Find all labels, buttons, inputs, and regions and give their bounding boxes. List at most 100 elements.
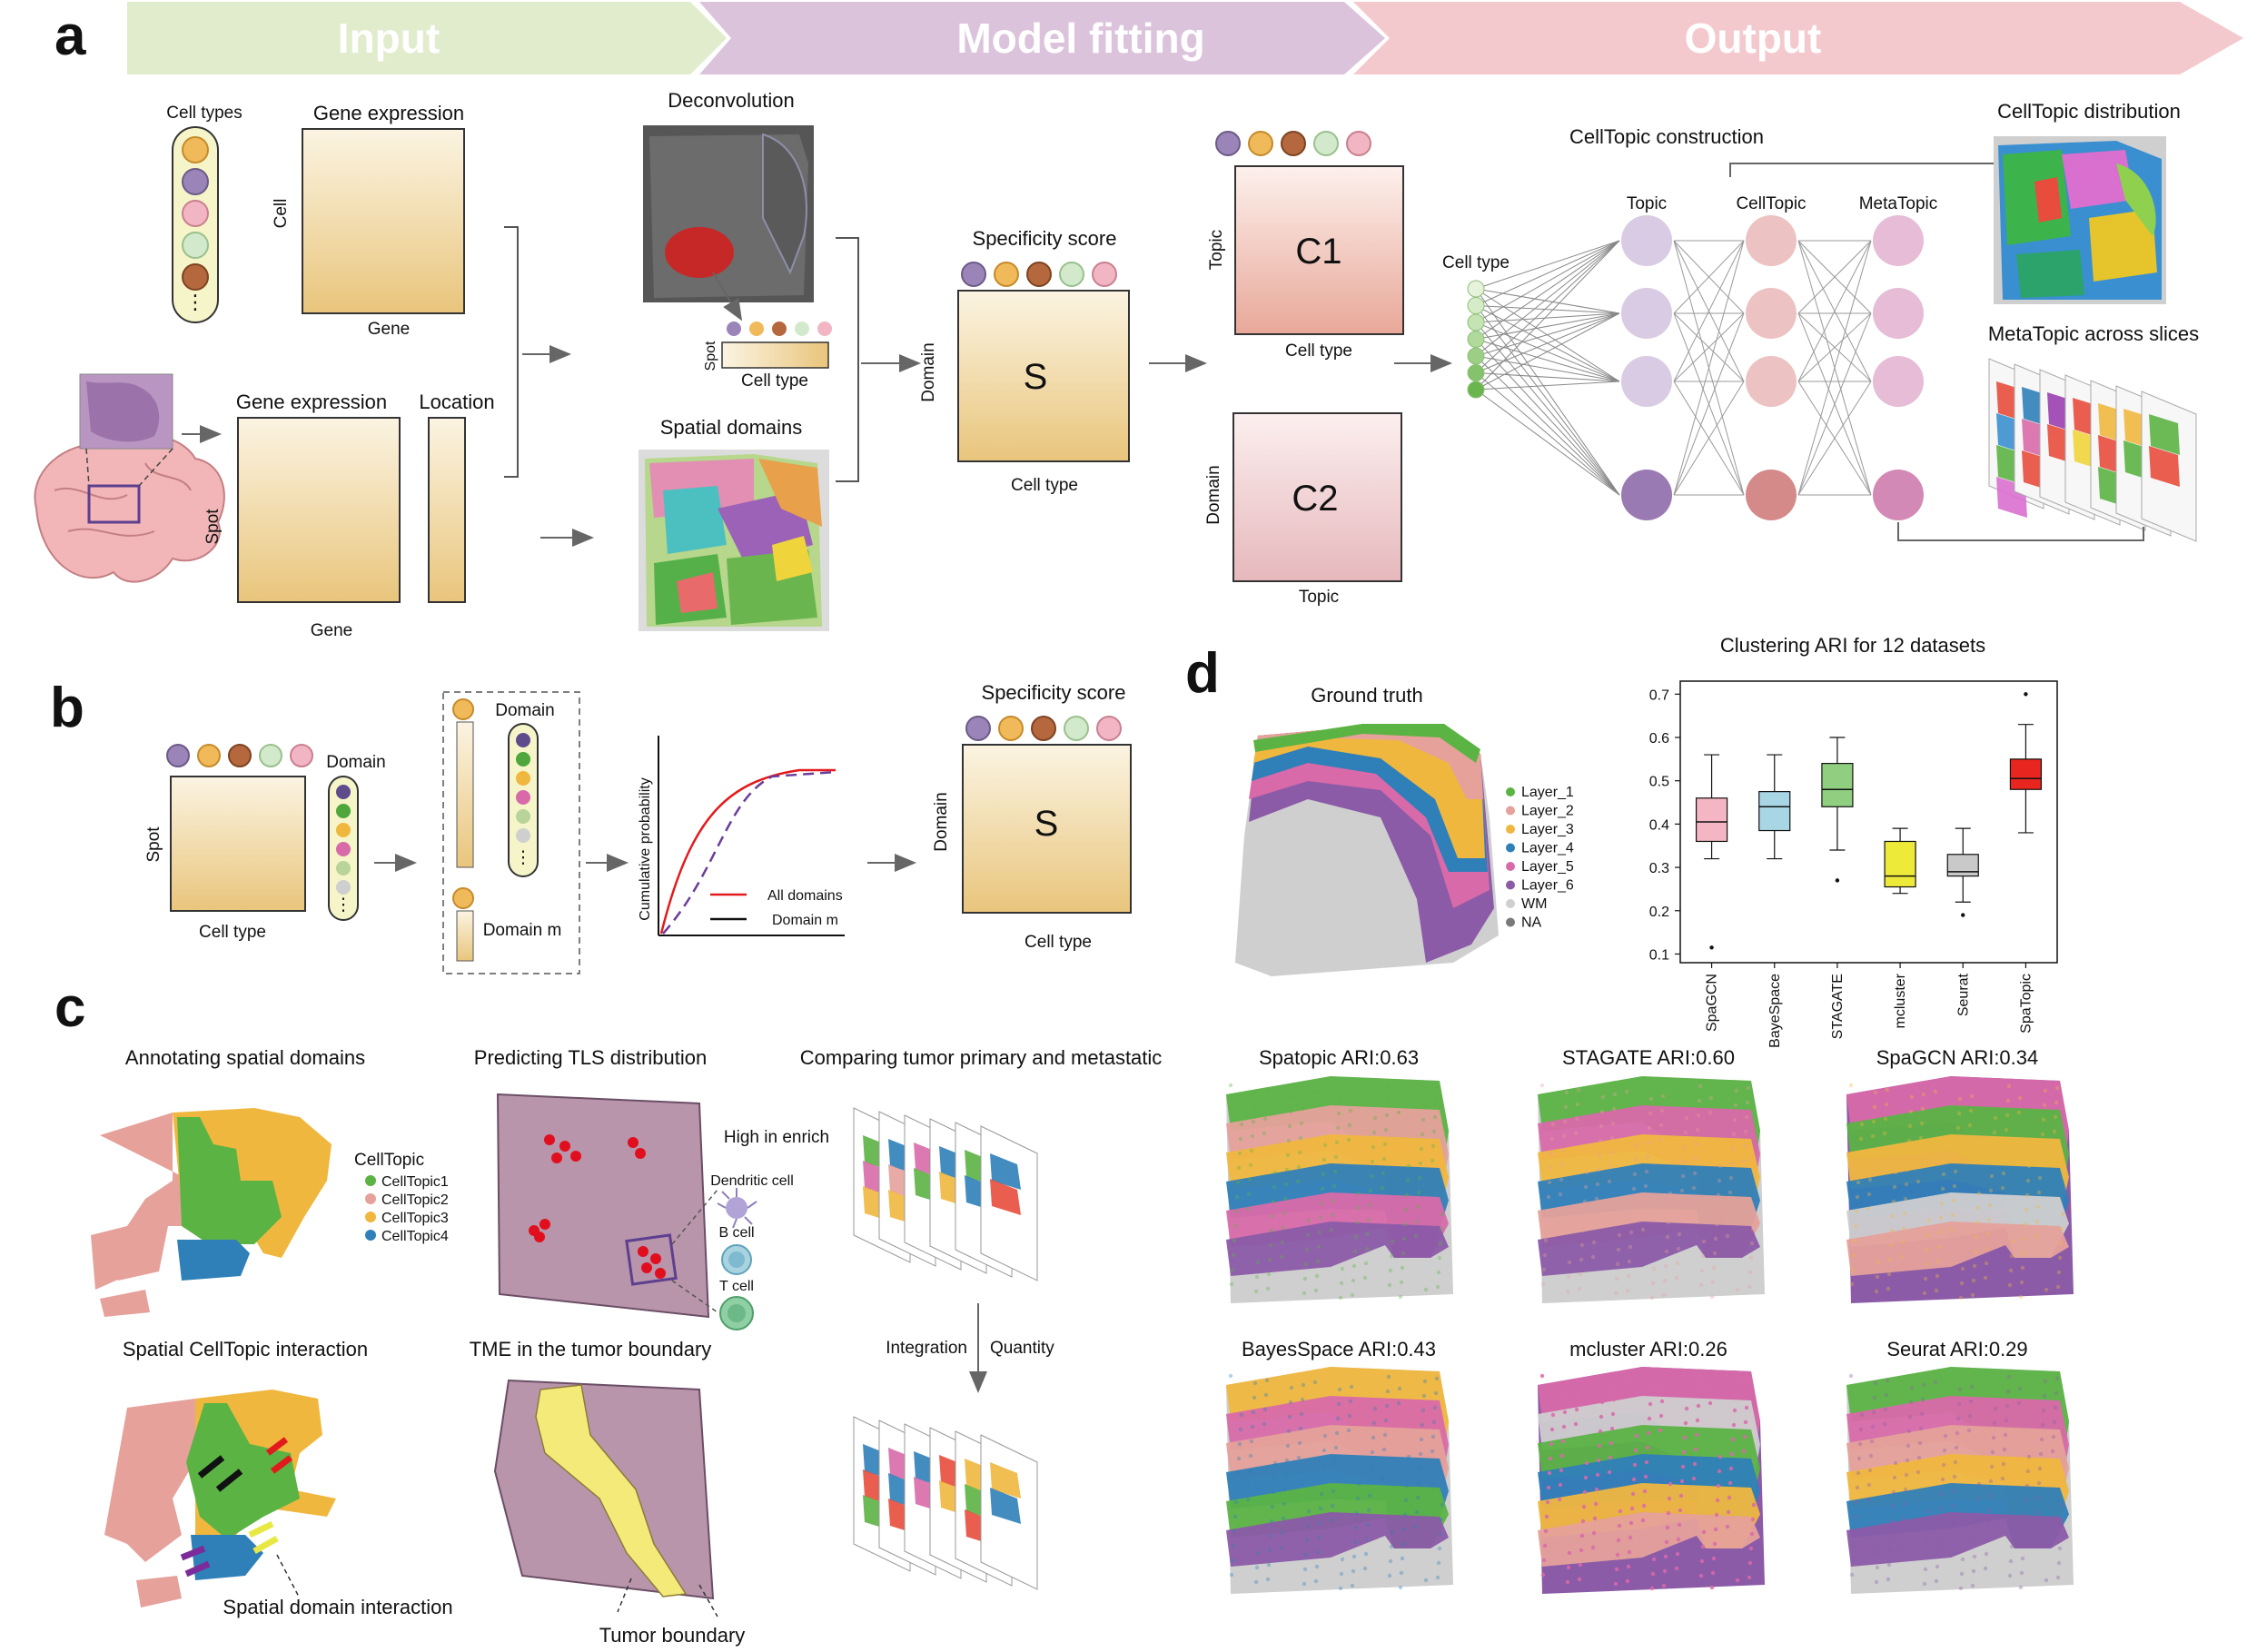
- dendritic-cell-icon: [717, 1188, 757, 1229]
- input-band: [127, 2, 727, 74]
- box-SpaTopic: [2009, 758, 2043, 790]
- spatial-domains-title: Spatial domains: [660, 416, 803, 439]
- cell-icons-row-b: [166, 744, 313, 767]
- method-title-2: STAGATE ARI:0.60: [1562, 1046, 1735, 1069]
- cell-icon: [182, 232, 209, 259]
- c2-topic-label: Topic: [1299, 588, 1339, 607]
- interaction-title: Spatial CellTopic interaction: [123, 1338, 368, 1360]
- box-STAGATE: [1821, 763, 1854, 807]
- deconvolution-vector: [721, 341, 829, 369]
- y-tick-label: 0.6: [1649, 731, 1669, 747]
- primary-slice-stack: [853, 1107, 1038, 1281]
- y-tick-label: 0.3: [1649, 861, 1669, 876]
- cell-type-node: [1467, 280, 1485, 298]
- s-label: S: [1024, 357, 1048, 397]
- legend-swatch: [1506, 806, 1515, 816]
- tumor-boundary-region: [535, 1384, 688, 1598]
- y-tick-label: 0.7: [1649, 688, 1669, 703]
- location-title: Location: [419, 391, 494, 413]
- flier: [2024, 692, 2028, 697]
- gene-axis-label: Gene: [368, 320, 410, 339]
- band-input-label: Input: [338, 15, 440, 62]
- legend-entry: NA: [1521, 915, 1542, 931]
- celltopic-network: [1467, 215, 1924, 520]
- x-tick-label: SpaTopic: [2018, 974, 2034, 1034]
- b-cell-label: B cell: [718, 1225, 754, 1241]
- cell-type-node: [1467, 347, 1485, 365]
- method-title-5: mcluster ARI:0.26: [1569, 1338, 1727, 1360]
- celltopic-legend-title: CellTopic: [354, 1151, 424, 1170]
- legend-swatch: [1506, 825, 1515, 834]
- x-tick-label: mcluster: [1893, 973, 1908, 1028]
- celltopic-node: [1746, 215, 1797, 266]
- svg-text:⋮: ⋮: [515, 848, 532, 867]
- cell-icon: [182, 200, 209, 227]
- legend-entry: Layer_4: [1521, 841, 1574, 856]
- box-mcluster: [1884, 840, 1916, 888]
- celltopic-distribution-map: [1994, 136, 2166, 304]
- tme-title: TME in the tumor boundary: [470, 1338, 712, 1360]
- legend-swatch: [1506, 787, 1515, 796]
- box-Seurat: [1946, 854, 1979, 877]
- metatopic-node: [1873, 356, 1924, 407]
- metatopic-across-title: MetaTopic across slices: [1988, 322, 2199, 345]
- spatial-domains-map: [638, 450, 829, 631]
- legend-swatch: [1506, 843, 1515, 853]
- cell-type-axis-label: Cell type: [1011, 476, 1078, 495]
- gene-expression-title: Gene expression: [313, 102, 464, 124]
- legend-swatch: [1506, 899, 1515, 908]
- b-domain-box-label: Domain: [495, 701, 554, 720]
- cell-icons-row-c1: [1215, 131, 1371, 156]
- cdf-legend-m: Domain m: [772, 913, 838, 928]
- celltopic-node: [1746, 356, 1797, 407]
- t-cell-label: T cell: [719, 1279, 754, 1294]
- legend-entry: Layer_3: [1521, 822, 1574, 837]
- method-map: [1226, 1076, 1453, 1303]
- celltopic-legend-3: CellTopic3: [381, 1211, 449, 1226]
- method-title-3: SpaGCN ARI:0.34: [1876, 1046, 2039, 1069]
- celltopic-legend-4: CellTopic4: [381, 1229, 449, 1244]
- domain-interaction-label: Spatial domain interaction: [223, 1596, 452, 1618]
- cell-axis-label: Cell: [272, 199, 291, 229]
- y-tick-label: 0.1: [1649, 947, 1669, 963]
- c2-label: C2: [1292, 479, 1338, 519]
- legend-entry: Layer_1: [1521, 785, 1574, 800]
- topic-node: [1621, 356, 1672, 407]
- brain-illustration: [34, 433, 225, 583]
- topic-node: [1621, 288, 1672, 339]
- cell-type-node: [1467, 297, 1485, 314]
- svg-text:⋮: ⋮: [185, 291, 205, 313]
- method-map: [1226, 1367, 1453, 1594]
- ari-box-chart: 0.1 0.2 0.3 0.4 0.5 0.6 0.7 SpaGCN BayeSpace STAG…: [1649, 680, 2058, 1048]
- cell-type-small-label: Cell type: [741, 371, 808, 391]
- domain-axis-label: Domain: [919, 342, 938, 401]
- high-in-enrich-label: High in enrich: [724, 1128, 829, 1147]
- tls-highlight-box: [625, 1233, 678, 1286]
- deconvolved-region: [665, 227, 734, 278]
- legend-swatch: [1506, 917, 1515, 927]
- celltopic-construction-title: CellTopic construction: [1569, 125, 1764, 148]
- cell-types-column: ⋮: [172, 126, 219, 323]
- gene-axis-label-2: Gene: [311, 621, 352, 640]
- panel-a-label: a: [54, 5, 86, 67]
- celltopic-column-label: CellTopic: [1736, 194, 1806, 213]
- cdf-y-axis-label: Cumulative probability: [638, 777, 653, 920]
- panel-c-label: c: [54, 976, 85, 1039]
- celltopic-legend: [365, 1175, 376, 1241]
- c1-matrix: [1234, 165, 1404, 335]
- tls-tissue: [496, 1093, 710, 1319]
- tls-title: Predicting TLS distribution: [474, 1046, 707, 1069]
- method-map: [1538, 1367, 1765, 1594]
- b-spot-matrix: [170, 776, 306, 912]
- fitting-band: [699, 2, 1385, 74]
- dendritic-cell-label: Dendritic cell: [710, 1173, 794, 1189]
- legend-entry: Layer_6: [1521, 878, 1574, 894]
- x-tick-label: BayeSpace: [1767, 974, 1783, 1048]
- metatopic-node: [1873, 288, 1924, 339]
- quantity-label: Quantity: [990, 1339, 1054, 1358]
- x-tick-label: SpaGCN: [1705, 974, 1720, 1032]
- topic-column-label: Topic: [1627, 194, 1667, 213]
- method-title-4: BayesSpace ARI:0.43: [1242, 1338, 1436, 1360]
- annotating-title: Annotating spatial domains: [125, 1046, 365, 1069]
- method-title-6: Seurat ARI:0.29: [1886, 1338, 2027, 1360]
